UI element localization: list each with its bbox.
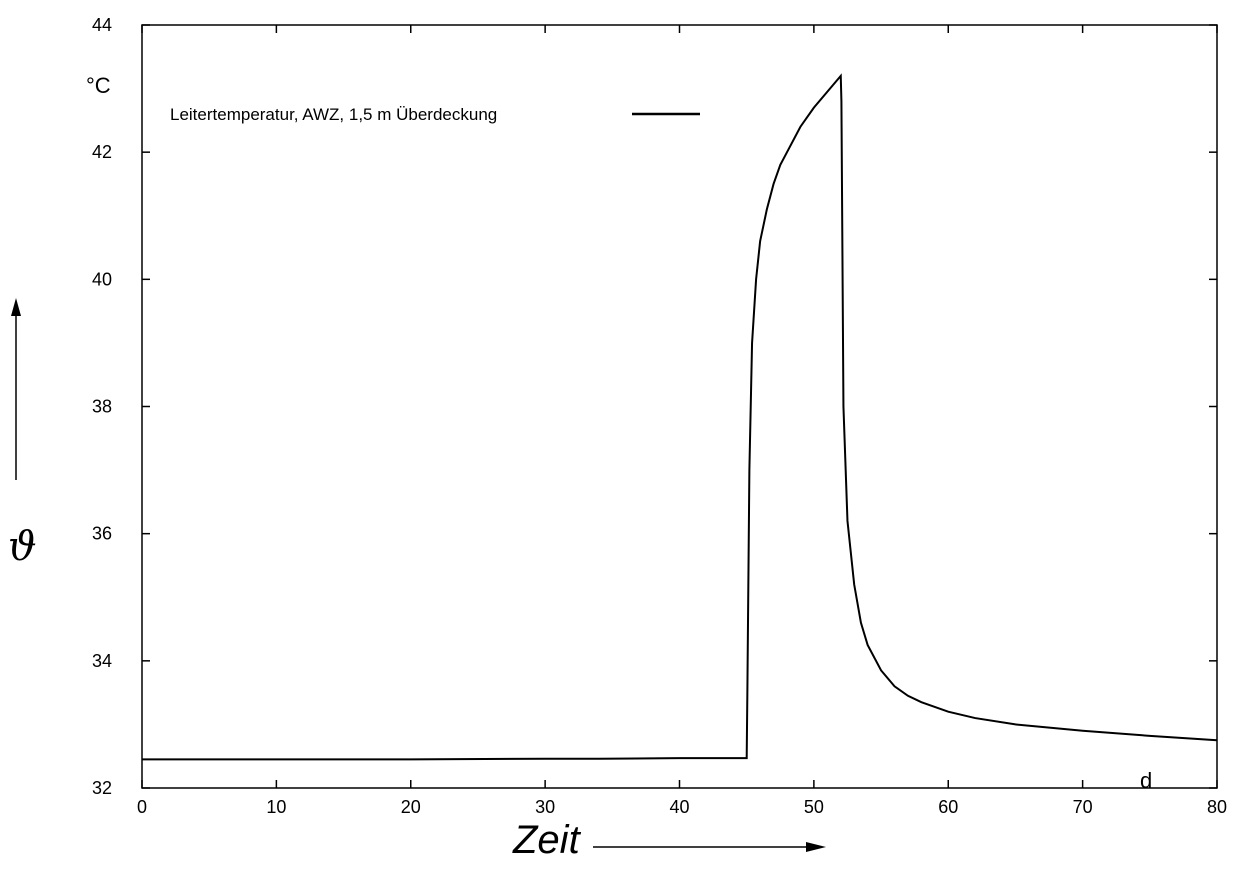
y-tick-label: 32 (92, 778, 112, 798)
x-unit-label: d (1140, 768, 1152, 793)
y-tick-label: 34 (92, 651, 112, 671)
y-tick-label: 42 (92, 142, 112, 162)
y-unit-label: °C (86, 73, 111, 98)
plot-frame (141, 24, 1218, 789)
y-axis-arrow (11, 298, 21, 480)
x-tick-label: 70 (1073, 797, 1093, 817)
y-tick-labels: 32 34 36 38 40 42 44 (92, 15, 112, 798)
x-tick-label: 40 (669, 797, 689, 817)
y-tick-label: 36 (92, 524, 112, 544)
series-line (142, 73, 1218, 761)
x-tick-label: 30 (535, 797, 555, 817)
x-tick-labels: 0 10 20 30 40 50 60 70 80 (137, 797, 1227, 817)
x-axis-arrow (593, 842, 826, 852)
legend-label: Leitertemperatur, AWZ, 1,5 m Überdeckung (170, 105, 497, 124)
axis-ticks (141, 24, 1218, 789)
x-tick-label: 0 (137, 797, 147, 817)
y-tick-label: 40 (92, 269, 112, 289)
y-tick-label: 44 (92, 15, 112, 35)
x-axis-title: Zeit (512, 818, 582, 862)
x-tick-label: 20 (401, 797, 421, 817)
x-tick-label: 60 (938, 797, 958, 817)
y-axis-symbol: ϑ (8, 524, 37, 570)
x-tick-label: 80 (1207, 797, 1227, 817)
x-tick-label: 50 (804, 797, 824, 817)
y-tick-label: 38 (92, 397, 112, 417)
x-tick-label: 10 (266, 797, 286, 817)
